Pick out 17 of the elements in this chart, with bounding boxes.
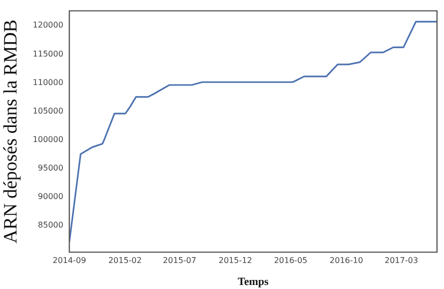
x-tick-label: 2017-03	[384, 256, 418, 266]
x-tick-label: 2015-02	[108, 256, 142, 266]
x-tick-label: 2015-07	[162, 256, 196, 266]
x-tick-label: 2015-12	[218, 256, 252, 266]
x-tick-label: 2014-09	[52, 256, 86, 266]
y-tick-label: 105000	[32, 106, 64, 116]
y-tick-label: 95000	[38, 163, 64, 172]
y-tick-label: 110000	[32, 78, 64, 87]
y-axis-title: ARN déposés dans la RMDB	[0, 20, 22, 244]
y-tick-label: 115000	[32, 49, 64, 58]
x-tick-label: 2016-10	[330, 256, 364, 266]
x-axis-title: Temps	[238, 276, 270, 288]
x-tick-label: 2016-05	[274, 256, 308, 266]
y-tick-label: 100000	[32, 134, 64, 144]
y-tick-label: 120000	[32, 20, 64, 30]
y-tick-label: 90000	[38, 192, 64, 201]
y-tick-label: 85000	[38, 220, 64, 230]
